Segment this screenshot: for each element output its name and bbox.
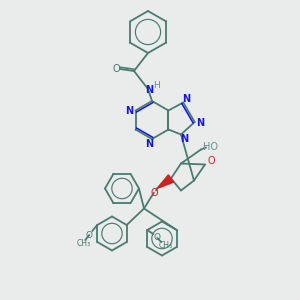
Text: HO: HO [203,142,218,152]
Text: O: O [150,188,158,197]
Text: O: O [154,233,161,242]
Text: N: N [180,134,188,145]
Polygon shape [157,175,174,188]
Text: O: O [86,230,93,239]
Text: N: N [145,85,153,95]
Text: CH₃: CH₃ [76,238,90,247]
Text: O: O [112,64,120,74]
Text: CH₃: CH₃ [158,241,172,250]
Text: H: H [153,80,159,89]
Text: N: N [145,139,153,149]
Text: N: N [182,94,190,103]
Text: N: N [196,118,205,128]
Text: N: N [125,106,134,116]
Text: O: O [207,157,215,166]
